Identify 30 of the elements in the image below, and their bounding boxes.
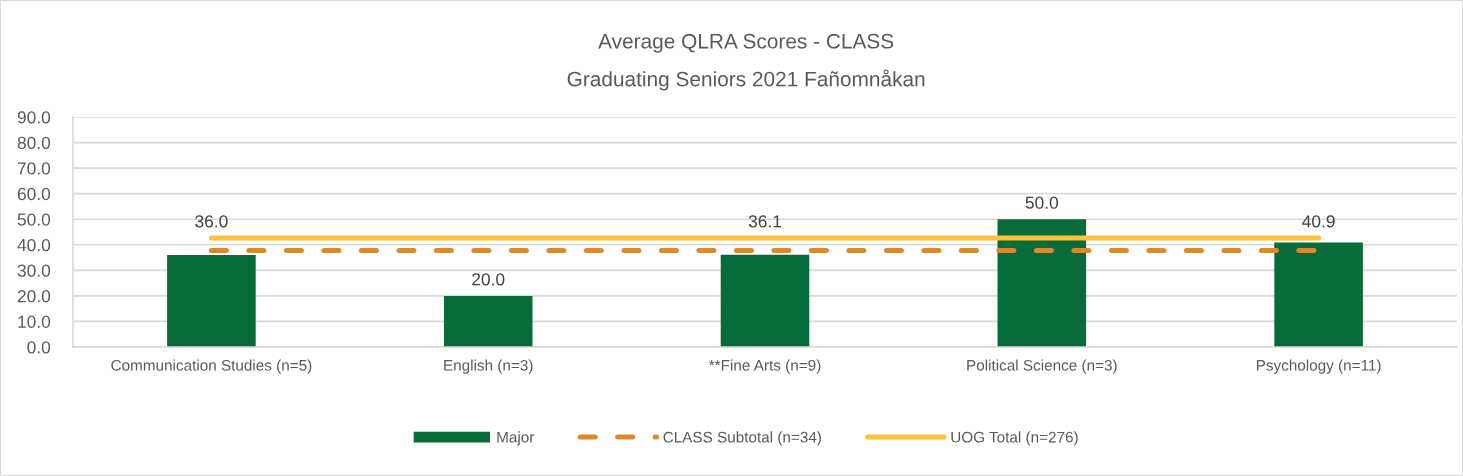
data-label: 36.0: [195, 215, 228, 228]
data-label: 50.0: [1025, 196, 1059, 209]
bar: [720, 254, 810, 347]
y-tick-label: 40.0: [17, 238, 51, 252]
chart-title: Average QLRA Scores - CLASS: [598, 33, 894, 53]
y-tick-label: 0.0: [27, 341, 51, 354]
y-tick-label: 90.0: [17, 111, 51, 124]
y-tick-label: 80.0: [17, 136, 51, 150]
legend-label: UOG Total (n=276): [951, 431, 1078, 446]
bar: [443, 295, 533, 347]
bar: [997, 219, 1087, 347]
bar: [1274, 242, 1363, 347]
y-tick-label: 10.0: [18, 315, 51, 328]
y-tick-label: 60.0: [17, 187, 51, 201]
data-label: 20.0: [472, 273, 505, 286]
bar: [167, 255, 256, 347]
x-tick-label: English (n=3): [444, 359, 533, 374]
y-tick-label: 20.0: [17, 290, 51, 303]
y-tick-label: 30.0: [17, 264, 51, 277]
legend-label: CLASS Subtotal (n=34): [663, 431, 821, 446]
x-tick-label: Political Science (n=3): [967, 359, 1117, 374]
data-label: 36.1: [748, 215, 782, 228]
x-tick-label: **Fine Arts (n=9): [708, 359, 821, 374]
y-tick-label: 50.0: [17, 213, 51, 226]
y-tick-label: 70.0: [17, 162, 51, 175]
x-tick-label: Communication Studies (n=5): [111, 359, 312, 374]
legend-label: Major: [497, 431, 535, 446]
x-tick-label: Psychology (n=11): [1256, 359, 1381, 374]
data-label: 40.9: [1302, 215, 1335, 228]
chart-subtitle: Graduating Seniors 2021 Fañomnåkan: [567, 69, 925, 91]
